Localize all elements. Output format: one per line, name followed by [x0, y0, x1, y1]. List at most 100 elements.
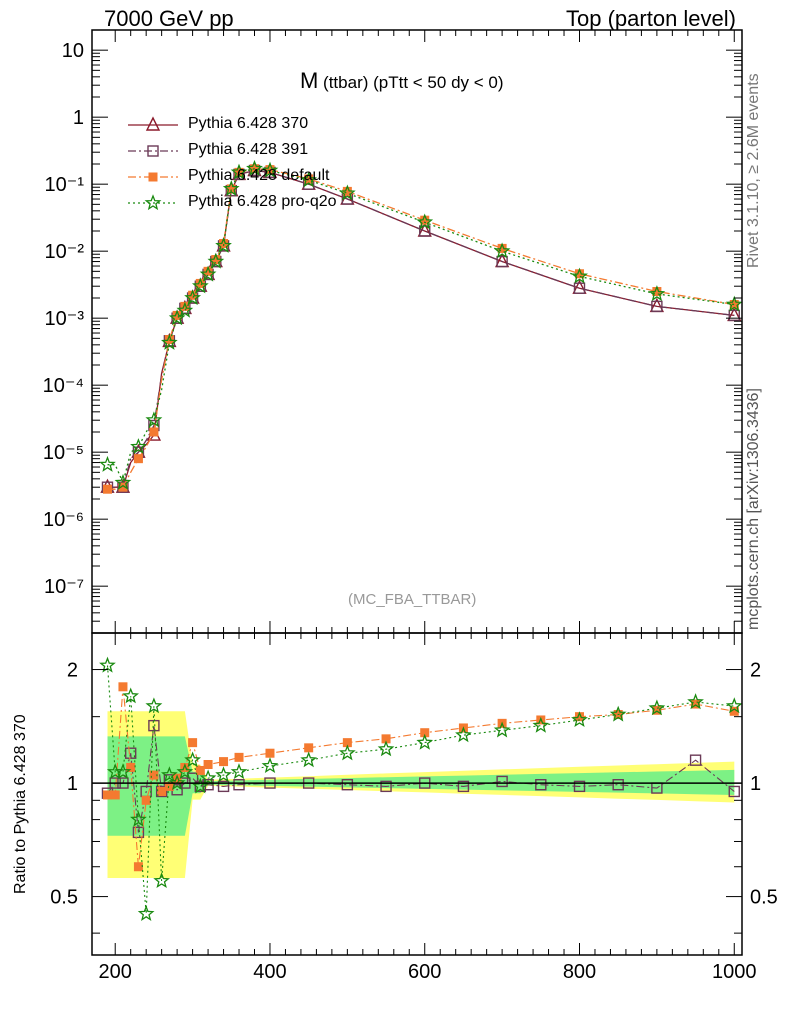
ratio-point: [132, 826, 145, 839]
ratio-point: [532, 716, 550, 733]
ratio-point: [122, 687, 139, 704]
ratio-point: [571, 711, 588, 728]
legend-marker: [144, 194, 162, 211]
rivet-version-label: Rivet 3.1.10, ≥ 2.6M events: [745, 73, 762, 268]
ratio-line-2: [106, 665, 735, 914]
ratio-point: [420, 728, 430, 738]
main-point: [573, 282, 586, 294]
legend-label-370: Pythia 6.428 370: [188, 115, 309, 132]
ratio-point: [729, 706, 739, 716]
ratio-y-axis-label: Ratio to Pythia 6.428 370: [12, 714, 29, 894]
main-point: [342, 186, 352, 196]
main-point: [149, 427, 159, 437]
ratio-point: [689, 754, 702, 766]
main-point: [118, 482, 128, 492]
main-point: [246, 159, 263, 176]
main-series-2: [102, 164, 739, 494]
main-point: [725, 295, 743, 312]
ratio-point: [219, 757, 229, 767]
y-tick-label: 10⁻⁶: [43, 509, 84, 531]
main-point: [191, 277, 209, 294]
y-tick-label: 10⁻³: [45, 308, 85, 330]
legend-label-default: Pythia 6.428 default: [188, 167, 330, 184]
y-tick-label: 10⁻⁵: [43, 442, 84, 464]
y-tick-label: 1: [73, 107, 84, 129]
main-point: [180, 301, 190, 311]
main-point: [130, 438, 147, 454]
main-panel-series: [99, 159, 743, 494]
ratio-point: [118, 682, 128, 692]
ratio-point: [535, 779, 547, 791]
main-point: [172, 310, 182, 320]
ratio-y-tick-label: 1: [67, 773, 78, 795]
mcplots-credit-label: mcplots.cern.ch [arXiv:1306.3436]: [745, 388, 762, 630]
ratio-point: [377, 740, 395, 757]
main-point: [207, 252, 225, 269]
x-tick-label: 1000: [712, 961, 757, 983]
plot-title: M (ttbar) (pTtt < 50 dy < 0): [300, 68, 504, 94]
legend-label-391: Pythia 6.428 391: [188, 141, 309, 158]
ratio-point: [161, 766, 178, 783]
main-point: [304, 174, 314, 184]
main-point: [211, 255, 221, 265]
x-tick-label: 800: [563, 961, 596, 983]
main-point: [133, 454, 143, 464]
ratio-y-tick-label: 2: [67, 660, 78, 682]
ratio-point: [110, 790, 120, 800]
ratio-point: [416, 733, 434, 750]
main-point: [496, 255, 508, 268]
legend-markers: [128, 116, 178, 211]
ratio-point: [338, 744, 356, 761]
ratio-point: [172, 773, 182, 783]
ratio-point: [609, 705, 627, 722]
main-point: [203, 266, 213, 276]
ratio-point: [192, 777, 209, 794]
ratio-point: [184, 751, 202, 768]
ratio-line-1: [107, 686, 735, 867]
main-point: [652, 287, 662, 297]
header-process: Top (parton level): [566, 6, 736, 31]
ratio-point: [145, 697, 163, 714]
x-tick-label: 200: [99, 961, 132, 983]
ratio-y-tick-label-right: 1: [750, 773, 761, 795]
ratio-point: [380, 780, 392, 793]
ratio-point: [304, 743, 314, 753]
main-point: [339, 184, 356, 201]
ratio-y-tick-label-right: 2: [750, 660, 761, 682]
ratio-point: [203, 760, 213, 770]
ratio-point: [234, 752, 244, 762]
ratio-series-2: [99, 656, 743, 921]
ratio-point: [168, 774, 186, 791]
main-point: [265, 165, 275, 175]
ratio-y-tick-label: 0.5: [50, 887, 78, 909]
main-point: [497, 243, 507, 253]
ratio-point: [155, 785, 168, 798]
ratio-point: [164, 781, 174, 791]
main-point: [728, 309, 740, 322]
axis-ticks: [92, 30, 742, 955]
main-point: [729, 299, 739, 309]
ratio-point: [455, 726, 472, 743]
ratio-point: [141, 795, 151, 805]
ratio-point: [573, 780, 586, 793]
ratio-point: [149, 770, 159, 780]
main-point: [230, 163, 248, 180]
ratio-point: [342, 738, 352, 748]
y-tick-label: 10⁻²: [45, 241, 85, 263]
ratio-y-tick-label-right: 0.5: [750, 887, 778, 909]
y-tick-label: 10⁻⁷: [44, 576, 84, 598]
main-point: [199, 265, 217, 282]
ratio-point: [137, 904, 155, 921]
ratio-line-0: [107, 725, 735, 833]
main-point: [99, 455, 116, 472]
ratio-point: [230, 763, 248, 780]
header-collision-energy: 7000 GeV pp: [104, 6, 234, 31]
legend-marker: [147, 145, 159, 157]
main-point: [493, 242, 511, 259]
y-tick-label: 10: [62, 40, 84, 62]
ratio-point: [124, 747, 137, 759]
main-point: [176, 301, 194, 318]
ratio-point: [261, 757, 279, 774]
main-point: [416, 213, 434, 230]
ratio-point: [341, 779, 354, 791]
